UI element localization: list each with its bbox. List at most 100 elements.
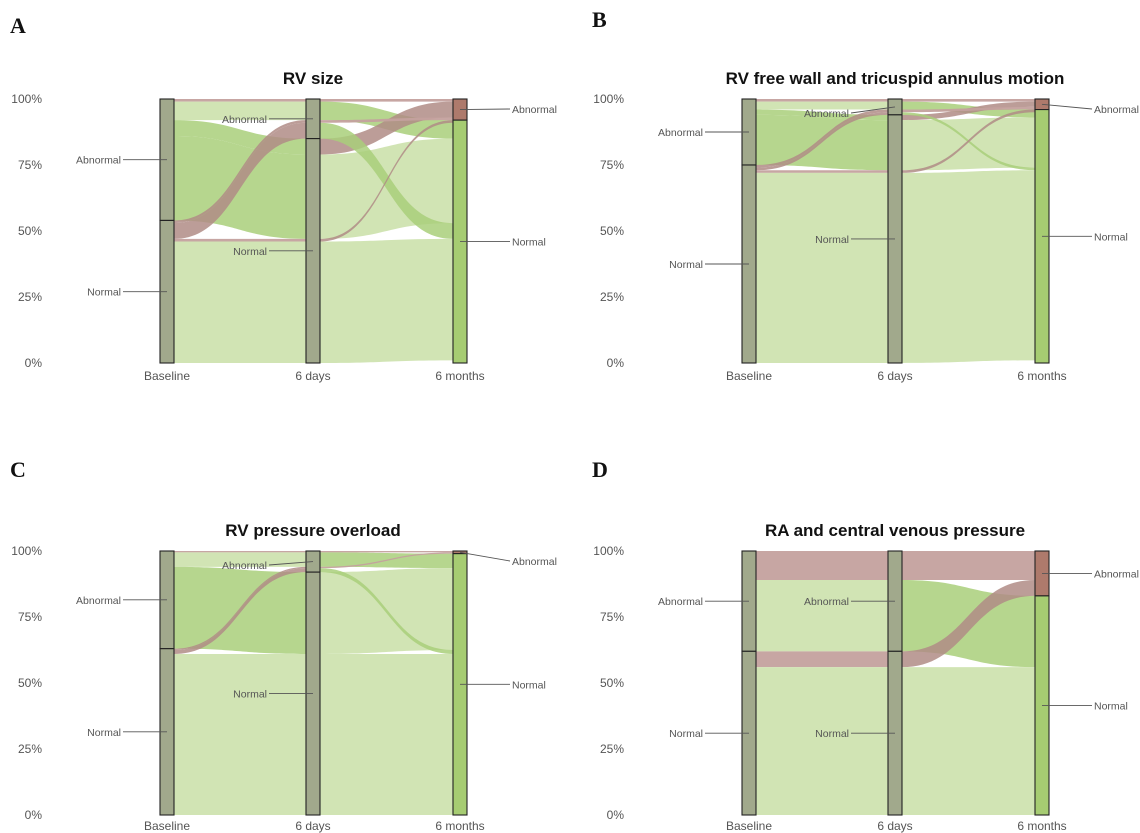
stratum-label: Abnormal bbox=[804, 596, 849, 608]
flow-ribbon bbox=[174, 568, 306, 654]
x-tick-label: Baseline bbox=[144, 369, 190, 383]
flows bbox=[174, 99, 453, 363]
y-tick-label: 0% bbox=[25, 356, 43, 370]
stratum-label: Abnormal bbox=[804, 108, 849, 120]
flow-ribbon bbox=[174, 566, 306, 650]
flow-ribbon bbox=[174, 101, 306, 121]
flow-ribbon bbox=[174, 241, 306, 363]
stratum-label: Normal bbox=[512, 237, 546, 249]
flows bbox=[756, 551, 1035, 815]
x-tick-label: Baseline bbox=[144, 819, 190, 833]
label-leader bbox=[1041, 103, 1093, 110]
stratum-label: Normal bbox=[233, 689, 267, 701]
flows bbox=[756, 99, 1035, 363]
stratum-label: Normal bbox=[815, 728, 849, 740]
flow-ribbon bbox=[320, 120, 453, 242]
label-leader bbox=[459, 551, 511, 562]
y-tick-label: 50% bbox=[600, 224, 624, 238]
y-tick-label: 50% bbox=[18, 224, 42, 238]
flow-ribbon bbox=[174, 238, 306, 242]
stratum-labels: Abnormal Normal Abnormal Normal Abnormal Norm… bbox=[76, 551, 557, 739]
flow-ribbon bbox=[174, 120, 306, 224]
stratum-label: Normal bbox=[233, 246, 267, 258]
stratum-label: Abnormal bbox=[76, 595, 121, 607]
stratum-label: Normal bbox=[87, 287, 121, 299]
panel-letter: B bbox=[592, 7, 607, 32]
stratum-label: Normal bbox=[815, 234, 849, 246]
y-tick-label: 0% bbox=[607, 808, 625, 822]
flow-ribbon bbox=[320, 568, 453, 654]
label-leader bbox=[268, 561, 314, 566]
x-tick-label: Baseline bbox=[726, 369, 772, 383]
chart-panel-d: D RA and central venous pressure 0% 25% 50% 7… bbox=[592, 457, 1139, 833]
flow-ribbon bbox=[320, 551, 453, 553]
stratum-label: Abnormal bbox=[658, 127, 703, 139]
flow-ribbon bbox=[902, 109, 1035, 173]
y-tick-label: 0% bbox=[607, 356, 625, 370]
y-tick-label: 100% bbox=[11, 544, 42, 558]
chart-title: RA and central venous pressure bbox=[765, 521, 1025, 540]
y-tick-label: 50% bbox=[600, 676, 624, 690]
panel-letter: D bbox=[592, 457, 608, 482]
stratum-label: Abnormal bbox=[1094, 104, 1139, 116]
stratum-label: Normal bbox=[669, 728, 703, 740]
stratum-labels: Abnormal Normal Abnormal Normal Abnormal Norm… bbox=[76, 104, 557, 299]
y-tick-label: 0% bbox=[25, 808, 43, 822]
y-tick-label: 50% bbox=[18, 676, 42, 690]
stratum-label: Abnormal bbox=[222, 114, 267, 126]
stratum-label: Normal bbox=[1094, 700, 1128, 712]
x-tick-label: 6 days bbox=[877, 369, 912, 383]
flow-ribbon bbox=[756, 170, 888, 173]
flows bbox=[174, 551, 453, 815]
y-tick-label: 75% bbox=[18, 158, 42, 172]
x-tick-label: 6 months bbox=[1017, 819, 1066, 833]
y-tick-label: 100% bbox=[593, 544, 624, 558]
x-tick-label: 6 days bbox=[295, 819, 330, 833]
flow-ribbon bbox=[756, 99, 888, 102]
flow-ribbon bbox=[756, 172, 888, 363]
flow-ribbon bbox=[902, 551, 1035, 581]
flow-ribbon bbox=[902, 667, 1035, 815]
x-tick-label: 6 months bbox=[435, 369, 484, 383]
flow-ribbon bbox=[320, 238, 453, 363]
stratum-labels: Abnormal Normal Abnormal Normal Abnormal Norm… bbox=[658, 568, 1139, 740]
y-tick-label: 25% bbox=[18, 290, 42, 304]
panel-letter: C bbox=[10, 457, 26, 482]
y-tick-label: 25% bbox=[600, 290, 624, 304]
flow-ribbon bbox=[320, 99, 453, 102]
flow-ribbon bbox=[902, 101, 1035, 121]
y-tick-label: 75% bbox=[18, 610, 42, 624]
flow-ribbon bbox=[756, 667, 888, 815]
flow-ribbon bbox=[756, 551, 888, 581]
stratum-label: Normal bbox=[669, 259, 703, 271]
flow-ribbon bbox=[174, 551, 306, 553]
stratum-label: Abnormal bbox=[76, 155, 121, 167]
flow-ribbon bbox=[756, 580, 888, 652]
flow-ribbon bbox=[902, 117, 1035, 171]
y-tick-label: 75% bbox=[600, 158, 624, 172]
x-tick-label: Baseline bbox=[726, 819, 772, 833]
flow-ribbon bbox=[902, 580, 1035, 668]
chart-panel-a: A RV size 0% 25% 50% 75% 100% Baseline 6 days 6 m… bbox=[10, 13, 557, 383]
flow-ribbon bbox=[756, 109, 888, 168]
x-tick-label: 6 months bbox=[435, 819, 484, 833]
stratum-labels: Abnormal Normal Abnormal Normal Abnormal Norm… bbox=[658, 103, 1139, 271]
flow-ribbon bbox=[756, 651, 888, 668]
flow-ribbon bbox=[174, 99, 306, 102]
y-tick-label: 75% bbox=[600, 610, 624, 624]
label-leader bbox=[459, 108, 511, 111]
flow-ribbon bbox=[174, 122, 306, 239]
stratum-label: Abnormal bbox=[1094, 568, 1139, 580]
chart-panel-b: B RV free wall and tricuspid annulus moti… bbox=[592, 7, 1139, 383]
flow-ribbon bbox=[174, 552, 306, 567]
flow-ribbon bbox=[902, 99, 1035, 102]
y-tick-label: 25% bbox=[18, 742, 42, 756]
label-leader bbox=[850, 106, 896, 114]
flow-ribbon bbox=[320, 117, 453, 123]
stratum-label: Abnormal bbox=[222, 560, 267, 572]
flow-ribbon bbox=[174, 653, 306, 815]
panel-letter: A bbox=[10, 13, 26, 38]
x-tick-label: 6 days bbox=[877, 819, 912, 833]
y-tick-label: 25% bbox=[600, 742, 624, 756]
